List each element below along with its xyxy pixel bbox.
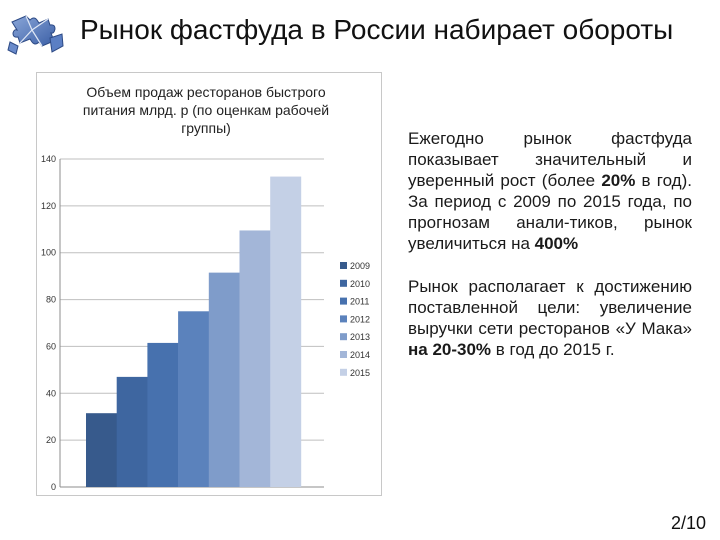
puzzle-icon <box>7 15 64 55</box>
page-number: 2/10 <box>670 513 706 533</box>
paragraph-growth-bold-2: 400% <box>534 234 579 253</box>
paragraph-goal-text-2: в год до 2015 г. <box>491 340 615 359</box>
chart-title: Объем продаж ресторанов быстрого питания… <box>82 84 330 136</box>
paragraph-goal: Рынок располагает к достижению поставлен… <box>408 276 692 360</box>
slide-title: Рынок фастфуда в России набирает обороты <box>80 14 674 45</box>
paragraph-growth-text-1: Ежегодно рынок фастфуда показывает значи… <box>408 129 692 190</box>
text-column: Ежегодно рынок фастфуда показывает значи… <box>408 128 692 360</box>
paragraph-growth: Ежегодно рынок фастфуда показывает значи… <box>408 128 692 254</box>
paragraph-goal-text-1: Рынок располагает к достижению поставлен… <box>408 277 692 338</box>
paragraph-goal-bold-1: на 20-30% <box>408 340 492 359</box>
paragraph-growth-bold-1: 20% <box>601 171 636 190</box>
paragraph-growth-text-2: в год). За период с 2009 по 2015 года, п… <box>408 171 692 253</box>
